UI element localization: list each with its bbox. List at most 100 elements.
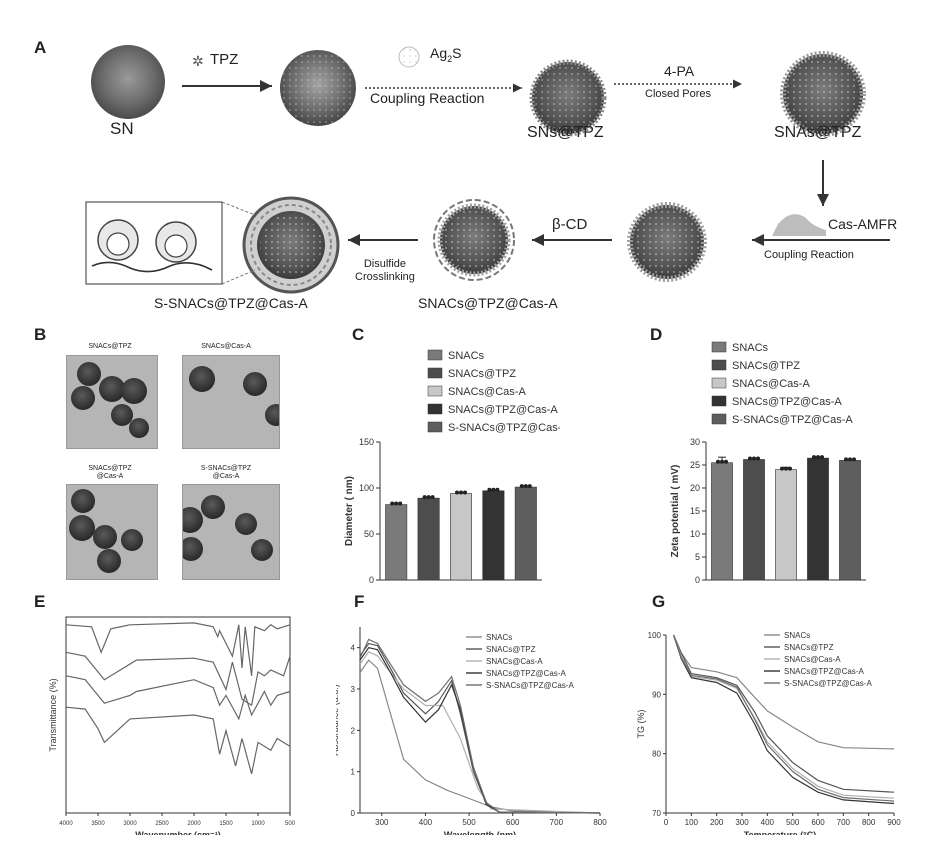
chart-e-ftir: 4000350030002500200015001000500Wavenumbe… — [34, 605, 304, 835]
y-tick-label: 1 — [351, 768, 356, 777]
data-point — [520, 484, 524, 488]
data-point — [756, 456, 760, 460]
legend-label: SNACs@Cas-A — [732, 378, 810, 390]
ag2s-icon — [399, 47, 419, 67]
legend-swatch — [428, 386, 442, 396]
x-tick-label: 400 — [761, 818, 775, 827]
tem-title-1: SNACs@TPZ — [55, 343, 165, 351]
legend-label: S-SNACs@TPZ@Cas-A — [448, 422, 560, 434]
label-tpz: TPZ — [210, 51, 238, 68]
data-point — [398, 502, 402, 506]
legend-swatch — [428, 368, 442, 378]
x-tick-label: 600 — [506, 818, 520, 827]
x-tick-label: 1000 — [251, 821, 265, 827]
legend-swatch — [712, 360, 726, 370]
tem-image-4 — [182, 484, 280, 580]
series-line — [66, 623, 290, 676]
legend-label: SNACs@TPZ@Cas-A — [486, 669, 566, 678]
data-point — [459, 491, 463, 495]
y-axis-label: Diameter ( nm) — [344, 476, 355, 546]
y-tick-label: 3 — [351, 685, 356, 694]
tem-title-3: SNACs@TPZ@Cas-A — [55, 465, 165, 481]
tem-image-3 — [66, 484, 158, 580]
x-tick-label: 600 — [811, 818, 825, 827]
legend-label: S-SNACs@TPZ@Cas-A — [732, 414, 853, 426]
x-tick-label: 400 — [419, 818, 433, 827]
data-point — [390, 502, 394, 506]
bar — [743, 459, 764, 580]
data-point — [788, 467, 792, 471]
tpz-molecule-icon: ✲ — [192, 53, 204, 69]
x-tick-label: 800 — [593, 818, 607, 827]
y-tick-label: 5 — [695, 552, 700, 562]
data-point — [524, 484, 528, 488]
y-axis-label: Absorbance (a.u.) — [336, 684, 340, 756]
y-tick-label: 15 — [690, 506, 700, 516]
chart-d-zeta: SNACsSNACs@TPZSNACs@Cas-ASNACs@TPZ@Cas-A… — [640, 330, 880, 585]
data-point — [487, 488, 491, 492]
y-tick-label: 0 — [695, 575, 700, 585]
x-tick-label: 700 — [837, 818, 851, 827]
bar — [839, 460, 860, 580]
y-tick-label: 0 — [369, 575, 374, 585]
data-point — [812, 455, 816, 459]
y-axis-label: TG (%) — [636, 710, 646, 739]
data-point — [463, 491, 467, 495]
chart-g-tga: 0100200300400500600700800900708090100Tem… — [636, 605, 926, 835]
series-line — [66, 707, 290, 774]
data-point — [848, 457, 852, 461]
data-point — [491, 488, 495, 492]
label-coupling-reaction: Coupling Reaction — [370, 90, 484, 106]
synthesis-scheme: ✲ — [0, 30, 929, 330]
label-s-snacs-tpz-casa: S-SNACs@TPZ@Cas-A — [154, 295, 308, 311]
label-sns-tpz: SNs@TPZ — [527, 124, 604, 142]
label-snacs-tpz-casa: SNACs@TPZ@Cas-A — [418, 295, 558, 311]
data-point — [495, 488, 499, 492]
label-ag2s: Ag2S — [430, 45, 461, 64]
x-tick-label: 500 — [462, 818, 476, 827]
y-tick-label: 100 — [648, 631, 662, 640]
x-axis-label: Wavelength (nm) — [444, 830, 516, 835]
x-axis-label: Wavenumber (cm⁻¹) — [135, 830, 220, 835]
data-point — [752, 456, 756, 460]
data-point — [394, 502, 398, 506]
data-point — [431, 495, 435, 499]
y-tick-label: 20 — [690, 483, 700, 493]
y-tick-label: 50 — [364, 529, 374, 539]
y-tick-label: 80 — [652, 750, 661, 759]
legend-swatch — [712, 414, 726, 424]
legend-swatch — [712, 342, 726, 352]
y-axis-label: Transmittance (%) — [48, 678, 58, 751]
cas-amfr-icon — [772, 214, 826, 236]
x-tick-label: 300 — [735, 818, 749, 827]
legend-label: SNACs@Cas-A — [784, 655, 841, 664]
tem-title-2: SNACs@Cas-A — [171, 343, 281, 351]
legend-label: S-SNACs@TPZ@Cas-A — [486, 681, 574, 690]
bar — [418, 498, 439, 580]
legend-swatch — [712, 378, 726, 388]
panel-label-b: B — [34, 325, 46, 345]
data-point — [820, 455, 824, 459]
bar — [483, 491, 504, 580]
data-point — [844, 457, 848, 461]
legend-label: SNACs@TPZ@Cas-A — [732, 396, 842, 408]
data-point — [748, 456, 752, 460]
x-tick-label: 500 — [786, 818, 800, 827]
tem-title-4: S-SNACs@TPZ@Cas-A — [171, 465, 281, 481]
y-tick-label: 100 — [359, 483, 374, 493]
bar — [807, 458, 828, 580]
legend-label: SNACs@TPZ — [732, 360, 800, 372]
data-point — [720, 460, 724, 464]
x-tick-label: 100 — [685, 818, 699, 827]
x-tick-label: 3500 — [91, 821, 105, 827]
legend-label: SNACs@TPZ@Cas-A — [784, 667, 864, 676]
x-tick-label: 4000 — [59, 821, 73, 827]
x-tick-label: 2000 — [187, 821, 201, 827]
x-tick-label: 200 — [710, 818, 724, 827]
x-tick-label: 2500 — [155, 821, 169, 827]
label-sn: SN — [110, 119, 134, 139]
data-point — [423, 495, 427, 499]
bar — [450, 494, 471, 580]
legend-swatch — [428, 404, 442, 414]
legend-label: S-SNACs@TPZ@Cas-A — [784, 679, 872, 688]
